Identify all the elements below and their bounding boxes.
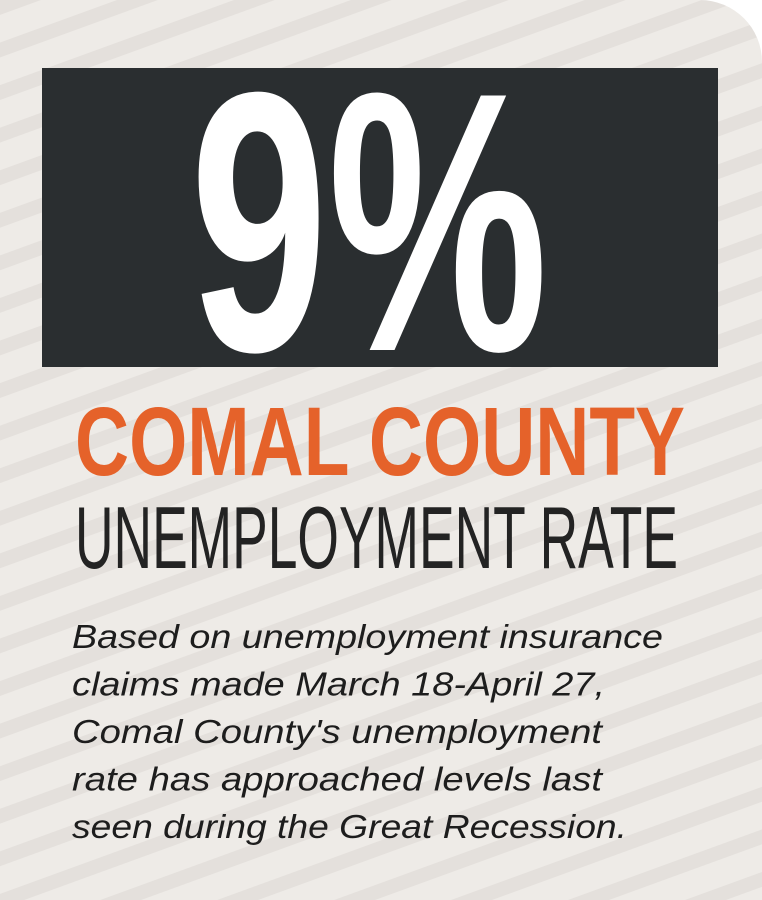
body-line: claims made March 18-April 27, bbox=[72, 666, 605, 703]
subtitle: UNEMPLOYMENT RATE bbox=[75, 488, 678, 587]
body-line: rate has approached levels last bbox=[72, 761, 604, 798]
body-line: Based on unemployment insurance bbox=[72, 618, 663, 655]
title: COMAL COUNTY bbox=[75, 387, 685, 496]
stat-value: 9% bbox=[190, 16, 548, 429]
body-line: Comal County's unemployment bbox=[72, 713, 604, 750]
stat-box bbox=[42, 68, 718, 367]
body-text: Based on unemployment insurance claims ma… bbox=[72, 618, 663, 845]
body-line: seen during the Great Recession. bbox=[72, 808, 627, 845]
